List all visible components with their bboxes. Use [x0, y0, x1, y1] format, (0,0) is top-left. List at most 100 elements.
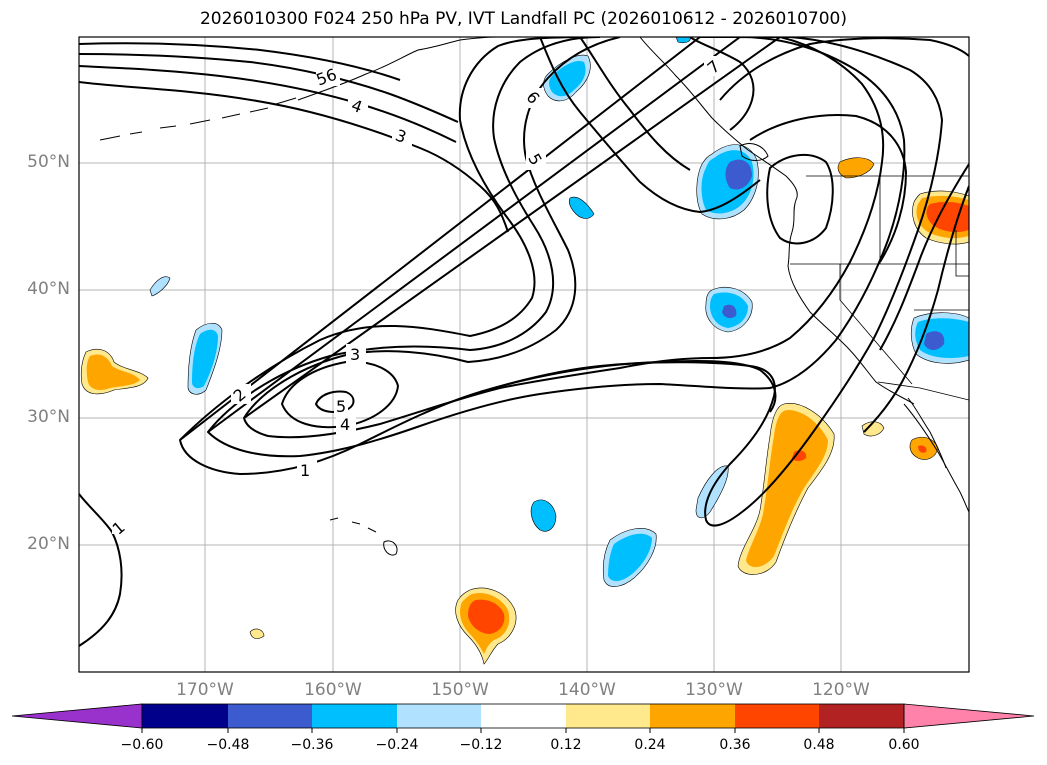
colorbar: [11, 703, 1035, 733]
contour-label-bg: [336, 414, 356, 434]
negative-anomaly-coast-core: [722, 304, 737, 319]
colorbar-label: −0.24: [375, 737, 419, 753]
lat-label-30n: 30°N: [27, 407, 70, 427]
contour-1: [179, 37, 943, 527]
aleutian-chain: [99, 97, 297, 141]
negative-anomaly-top: [675, 37, 691, 44]
contour-label-bg: [297, 460, 317, 480]
lon-label-160w: 160°W: [304, 680, 362, 700]
contour-label-bg: [526, 150, 546, 170]
lat-label-40n: 40°N: [27, 279, 70, 299]
mexico-border: [877, 381, 969, 401]
contour-label-3: 3: [350, 345, 360, 364]
contour-label-bg: [704, 56, 724, 76]
pv-contours: [79, 37, 969, 647]
contour-7: [719, 37, 969, 101]
colorbar-segment: [228, 704, 312, 728]
map-border: [78, 36, 970, 673]
contour-far-east: [879, 163, 969, 351]
contour-labels: 1 2 3 4 5 6 7 56 4 3 5 1: [109, 56, 724, 539]
colorbar-label: −0.36: [290, 737, 334, 753]
contour-label-bg: [334, 398, 348, 414]
colorbar-outline: [141, 703, 905, 729]
positive-anomaly-small: [249, 628, 265, 639]
negative-anomaly-pacific2: [530, 499, 557, 532]
colorbar-segment: [397, 704, 481, 728]
state-border-3: [839, 264, 913, 385]
state-border-5: [955, 230, 969, 277]
ivt-shading: [80, 37, 969, 665]
negative-anomaly-pacific1-mid: [608, 533, 652, 582]
contour-east-2: [749, 114, 907, 263]
colorbar-segment: [819, 704, 904, 728]
contour-nw-1: [79, 81, 509, 233]
colorbar-segment: [142, 704, 228, 728]
hawaii-islands: [329, 517, 398, 556]
contour-4: [281, 360, 399, 429]
contour-label-bg: [316, 68, 340, 86]
negative-anomaly-tiny: [149, 276, 171, 297]
colorbar-extend-min: [11, 703, 143, 729]
colorbar-ticks: [141, 728, 905, 733]
contour-label-bg: [524, 88, 544, 108]
colorbar-segment: [566, 704, 650, 728]
lat-label-20n: 20°N: [27, 534, 70, 554]
contour-label-4: 4: [340, 415, 350, 434]
contour-north-2: [579, 37, 691, 171]
contour-label-bg: [231, 384, 251, 404]
contour-nw-2: [79, 65, 457, 143]
map-title: 2026010300 F024 250 hPa PV, IVT Landfall…: [199, 9, 847, 29]
colorbar-label: 0.60: [888, 737, 920, 753]
political-borders: [790, 175, 969, 401]
contour-nw-4: [79, 42, 401, 81]
lon-label-140w: 140°W: [558, 680, 616, 700]
negative-anomaly-sw-core: [924, 331, 945, 350]
contour-5: [315, 390, 355, 413]
lon-label-120w: 120°W: [812, 680, 870, 700]
contour-east-cell: [766, 153, 834, 245]
positive-anomaly-nw: [861, 421, 885, 437]
colorbar-segment: [481, 704, 566, 728]
lon-label-170w: 170°W: [176, 680, 234, 700]
contour-label-bg: [346, 344, 366, 364]
colorbar-label: −0.12: [459, 737, 503, 753]
positive-anomaly-baja-mid: [746, 410, 828, 568]
baja-peninsula: [907, 397, 947, 469]
colorbar-extend-max: [903, 703, 1035, 729]
contour-nw-3: [79, 53, 459, 123]
colorbar-segment: [650, 704, 735, 728]
contour-jet-south: [479, 359, 777, 413]
positive-anomaly-mexico-core: [918, 445, 927, 453]
contour-label-bg: [112, 520, 126, 534]
contour-baja: [863, 185, 969, 433]
colorbar-label: 0.36: [719, 737, 751, 753]
colorbar-segment: [312, 704, 397, 728]
lon-label-130w: 130°W: [685, 680, 743, 700]
positive-anomaly-east-core: [926, 201, 969, 233]
alaska-coast: [297, 37, 499, 101]
coastlines: [99, 37, 969, 556]
canada-islands: [739, 143, 769, 161]
negative-anomaly-pacific3-mid: [192, 329, 218, 389]
positive-anomaly-canada: [837, 157, 875, 179]
contour-label-1: 1: [300, 461, 310, 480]
colorbar-label: −0.60: [120, 737, 164, 753]
colorbar-label: 0.24: [634, 737, 666, 753]
contour-label-bg: [348, 96, 368, 116]
contour-upper: [689, 37, 755, 131]
colorbar-label: −0.48: [206, 737, 250, 753]
lat-label-50n: 50°N: [27, 152, 70, 172]
positive-anomaly-baja-core: [792, 450, 807, 461]
lon-label-150w: 150°W: [431, 680, 489, 700]
contour-label-5: 5: [336, 397, 346, 416]
baja-coast: [903, 403, 969, 513]
colorbar-label: 0.12: [550, 737, 582, 753]
contour-north-1: [539, 37, 761, 213]
negative-anomaly-gulf-mid: [549, 60, 586, 97]
colorbar-label: 0.48: [803, 737, 835, 753]
contour-1-west: [79, 493, 123, 647]
negative-anomaly-bc-core: [725, 159, 752, 190]
colorbar-segment: [735, 704, 819, 728]
negative-anomaly-pacific4: [695, 465, 729, 519]
